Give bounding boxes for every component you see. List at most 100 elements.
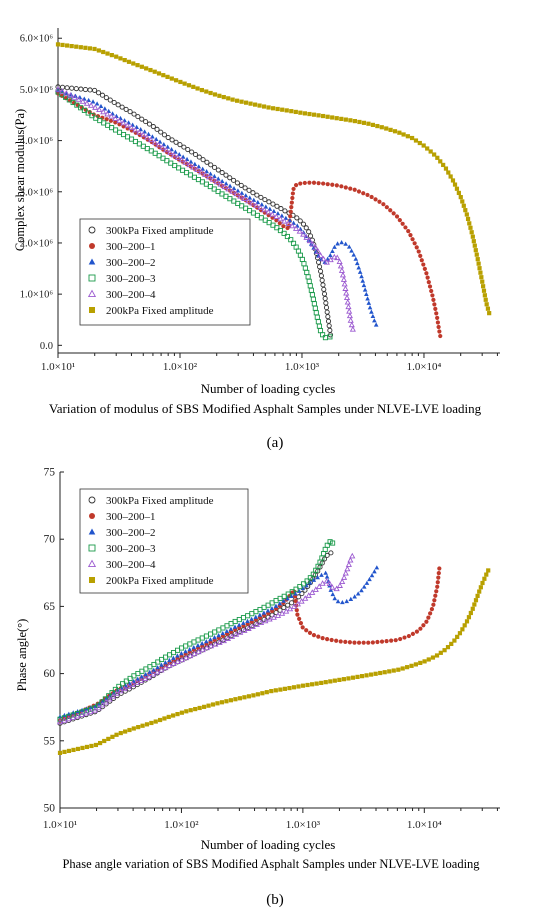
data-point xyxy=(293,182,299,188)
data-point xyxy=(170,151,177,158)
data-point xyxy=(112,115,119,121)
data-point xyxy=(349,248,354,253)
legend-marker xyxy=(88,258,96,265)
data-point xyxy=(326,323,332,329)
data-point xyxy=(485,306,491,311)
data-point xyxy=(257,204,264,211)
data-point xyxy=(100,115,105,120)
data-point xyxy=(437,566,442,571)
data-point xyxy=(389,638,394,643)
data-point xyxy=(212,641,219,647)
data-point xyxy=(186,83,192,88)
data-point xyxy=(250,190,256,196)
data-point xyxy=(246,694,251,699)
data-point xyxy=(337,262,344,269)
data-point xyxy=(224,628,230,634)
x-tick-label-b: 1.0×10² xyxy=(164,819,199,831)
data-point xyxy=(333,585,340,592)
data-point xyxy=(206,703,211,708)
data-point xyxy=(356,265,362,270)
data-point xyxy=(294,600,301,607)
data-point xyxy=(352,640,357,645)
x-tick-label-a: 1.0×10³ xyxy=(285,361,320,373)
data-point xyxy=(132,126,139,133)
data-point xyxy=(429,607,435,612)
data-point xyxy=(165,74,170,79)
data-point xyxy=(412,241,417,246)
data-point xyxy=(195,86,200,91)
data-point xyxy=(361,584,367,589)
data-point xyxy=(90,99,96,104)
data-point xyxy=(452,182,458,187)
data-point xyxy=(55,91,61,96)
data-point xyxy=(77,95,83,100)
data-point xyxy=(482,293,487,298)
data-point xyxy=(173,139,179,145)
y-tick-label-b: 65 xyxy=(44,601,56,613)
data-point xyxy=(170,660,177,666)
data-point xyxy=(274,612,282,618)
legend-label: 200kPa Fixed amplitude xyxy=(106,305,214,317)
data-point xyxy=(92,46,97,52)
data-point xyxy=(375,123,380,129)
data-point xyxy=(310,296,316,302)
data-point xyxy=(477,266,482,271)
data-point xyxy=(288,214,293,219)
data-point xyxy=(322,295,328,302)
data-point xyxy=(374,565,380,570)
data-point xyxy=(233,697,238,702)
data-point xyxy=(332,244,337,249)
data-point xyxy=(281,605,287,611)
data-point xyxy=(335,599,341,604)
data-point xyxy=(378,670,383,676)
data-point xyxy=(84,744,90,750)
data-point xyxy=(194,166,201,173)
legend-a: 300kPa Fixed amplitude 300–200–1 300–200–2… xyxy=(79,218,251,326)
data-point xyxy=(281,230,287,236)
y-tick-label-b: 55 xyxy=(44,735,56,747)
y-tick-label-a: 6.0×10⁶ xyxy=(20,34,54,45)
data-point xyxy=(65,43,70,48)
data-point xyxy=(234,180,240,186)
data-point xyxy=(115,102,121,108)
data-point xyxy=(471,239,476,244)
data-point xyxy=(478,270,483,275)
data-point xyxy=(67,92,74,98)
data-point xyxy=(413,662,418,667)
data-point xyxy=(464,619,470,624)
data-point xyxy=(354,260,360,266)
data-point xyxy=(355,591,361,596)
data-point xyxy=(258,194,264,200)
data-point xyxy=(306,229,312,235)
data-point xyxy=(188,708,193,713)
data-point xyxy=(435,584,440,589)
data-point xyxy=(83,45,88,50)
data-point xyxy=(123,729,128,734)
data-point xyxy=(320,255,327,262)
data-point xyxy=(245,618,250,623)
data-point xyxy=(159,144,166,150)
data-point xyxy=(269,211,276,217)
data-point xyxy=(315,259,322,265)
data-point xyxy=(312,305,318,311)
data-point xyxy=(410,135,415,141)
data-point xyxy=(320,332,326,338)
data-point xyxy=(65,715,72,722)
y-tick-label-b: 75 xyxy=(44,467,56,479)
data-point xyxy=(472,243,477,248)
data-point xyxy=(146,121,153,127)
data-point xyxy=(108,113,115,119)
data-point xyxy=(361,120,367,125)
data-point xyxy=(339,184,344,189)
data-point xyxy=(342,569,349,576)
legend-marker xyxy=(87,559,97,567)
data-point xyxy=(480,580,485,586)
data-point xyxy=(86,97,91,103)
data-point xyxy=(253,614,259,619)
data-point xyxy=(240,615,247,621)
data-point xyxy=(475,257,480,262)
data-point xyxy=(101,49,106,55)
data-point xyxy=(290,191,295,196)
data-point xyxy=(257,619,265,626)
data-point xyxy=(325,318,332,324)
